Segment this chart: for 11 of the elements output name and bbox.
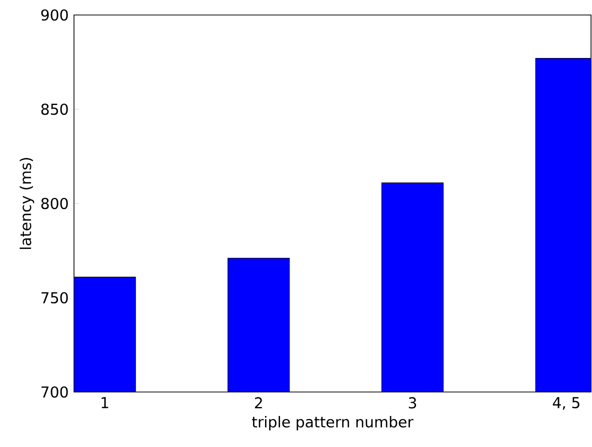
y-tick-label: 750	[42, 292, 68, 304]
x-tick-label: 1	[102, 397, 108, 408]
x-tick-label: 4, 5	[552, 397, 580, 410]
x-tick-label: 2	[254, 397, 262, 408]
y-tick-label: 850	[41, 104, 68, 115]
x-tick-label: 3	[408, 397, 416, 408]
x-axis-title: triple pattern number	[252, 416, 414, 430]
y-tick-label: 800	[41, 198, 68, 210]
y-tick-label: 900	[41, 9, 68, 21]
y-axis-title: latency (ms)	[20, 158, 34, 249]
y-tick-label: 700	[42, 386, 68, 398]
